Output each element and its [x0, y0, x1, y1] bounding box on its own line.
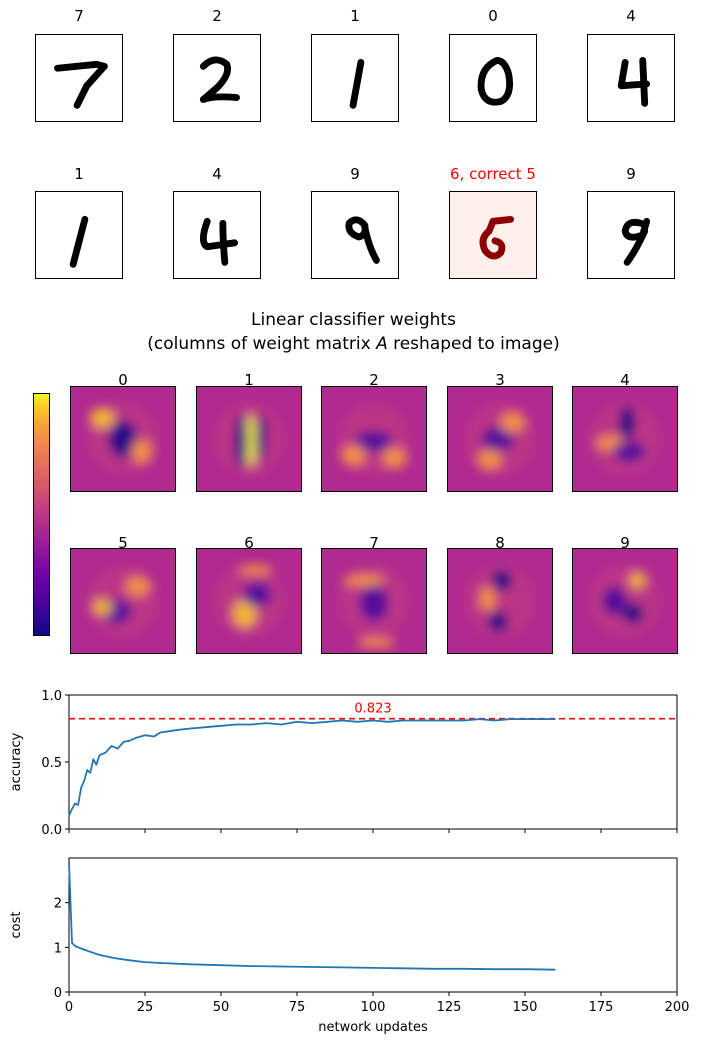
y-axis-label: cost: [9, 912, 24, 939]
x-tick-label: 50: [213, 1000, 230, 1015]
digit-image: [587, 34, 675, 122]
y-tick-label: 1.0: [41, 689, 62, 704]
colorbar: [33, 393, 50, 636]
weight-image: [196, 386, 302, 492]
digit-image: [173, 191, 261, 279]
weight-label: 8: [495, 534, 505, 552]
weights-title: Linear classifier weights: [0, 309, 707, 331]
digit-image: [173, 34, 261, 122]
weight-label: 1: [244, 371, 254, 389]
weight-label: 2: [369, 371, 379, 389]
y-tick-label: 0: [54, 986, 62, 1001]
prediction-label: 2: [212, 7, 222, 25]
axes-frame: [68, 857, 678, 993]
weight-image: [321, 386, 427, 492]
x-tick-label: 175: [589, 1000, 614, 1015]
series-line: [68, 862, 556, 971]
prediction-label: 9: [626, 165, 636, 183]
digit-image: [311, 191, 399, 279]
y-tick-label: 1: [54, 941, 62, 956]
reference-label: 0.823: [354, 702, 391, 717]
x-tick-label: 200: [665, 1000, 690, 1015]
weight-image: [321, 548, 427, 654]
weights-subtitle: (columns of weight matrix A reshaped to …: [0, 333, 707, 355]
prediction-label: 0: [488, 7, 498, 25]
x-tick-label: 125: [437, 1000, 462, 1015]
x-axis-label: network updates: [318, 1020, 428, 1035]
digit-image: [587, 191, 675, 279]
digit-image: [35, 34, 123, 122]
weight-image: [447, 386, 553, 492]
weight-label: 4: [620, 371, 630, 389]
prediction-label: 7: [74, 7, 84, 25]
prediction-label: 6, correct 5: [450, 165, 536, 183]
x-tick-label: 100: [361, 1000, 386, 1015]
prediction-label: 1: [350, 7, 360, 25]
weight-label: 9: [620, 534, 630, 552]
weight-label: 5: [118, 534, 128, 552]
y-tick-label: 0.5: [41, 756, 62, 771]
weight-image: [196, 548, 302, 654]
y-tick-label: 2: [54, 897, 62, 912]
weight-label: 6: [244, 534, 254, 552]
weights-subtitle-prefix: (columns of weight matrix: [147, 334, 377, 354]
weights-subtitle-var: A: [376, 334, 388, 354]
x-tick-label: 25: [137, 1000, 154, 1015]
x-tick-label: 150: [513, 1000, 538, 1015]
weight-label: 3: [495, 371, 505, 389]
series-line: [68, 718, 556, 816]
digit-image: [449, 191, 537, 279]
weights-subtitle-suffix: reshaped to image): [387, 334, 560, 354]
digit-image: [449, 34, 537, 122]
prediction-label: 4: [212, 165, 222, 183]
digit-image: [311, 34, 399, 122]
x-tick-label: 75: [289, 1000, 306, 1015]
prediction-label: 4: [626, 7, 636, 25]
weight-image: [70, 386, 176, 492]
prediction-label: 9: [350, 165, 360, 183]
x-tick-label: 0: [65, 1000, 73, 1015]
prediction-label: 1: [74, 165, 84, 183]
weight-image: [572, 548, 678, 654]
y-axis-label: accuracy: [9, 732, 24, 791]
weight-image: [572, 386, 678, 492]
weight-image: [447, 548, 553, 654]
weight-label: 7: [369, 534, 379, 552]
weight-label: 0: [118, 371, 128, 389]
y-tick-label: 0.0: [41, 823, 62, 838]
weight-image: [70, 548, 176, 654]
weights-title-line1: Linear classifier weights: [251, 310, 456, 330]
digit-image: [35, 191, 123, 279]
